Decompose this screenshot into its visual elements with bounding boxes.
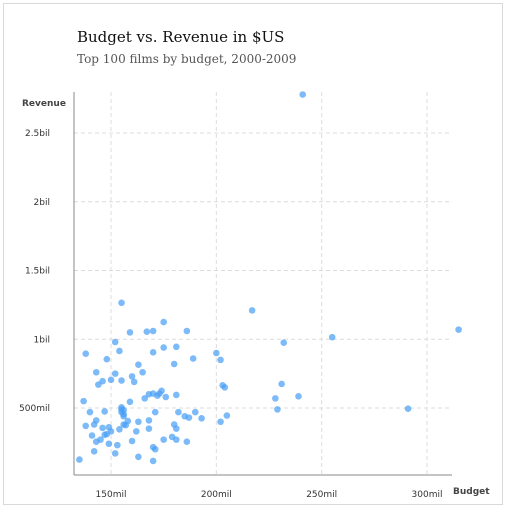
data-point[interactable] bbox=[272, 395, 279, 402]
data-point[interactable] bbox=[101, 431, 108, 439]
data-point[interactable] bbox=[170, 421, 178, 428]
data-point[interactable] bbox=[170, 360, 178, 368]
data-point[interactable] bbox=[143, 328, 151, 335]
data-point[interactable] bbox=[156, 390, 163, 397]
data-point[interactable] bbox=[145, 425, 153, 432]
data-point[interactable] bbox=[118, 377, 125, 384]
data-point[interactable] bbox=[105, 440, 113, 448]
data-point[interactable] bbox=[280, 339, 288, 346]
data-point[interactable] bbox=[223, 412, 231, 419]
data-point[interactable] bbox=[101, 408, 108, 415]
x-axis-label: Budget bbox=[453, 487, 490, 497]
data-point[interactable] bbox=[135, 361, 142, 368]
data-point[interactable] bbox=[189, 355, 197, 362]
grid-lines bbox=[74, 92, 452, 475]
y-axis-label: Revenue bbox=[22, 99, 66, 109]
data-point[interactable] bbox=[126, 398, 134, 406]
data-point[interactable] bbox=[111, 370, 119, 377]
data-point[interactable] bbox=[274, 406, 281, 413]
y-tick-label: 500mil bbox=[19, 404, 50, 414]
data-points bbox=[76, 91, 462, 465]
data-point[interactable] bbox=[128, 373, 136, 380]
data-point[interactable] bbox=[103, 355, 111, 363]
x-tick-label: 300mil bbox=[412, 490, 443, 500]
chart-subtitle: Top 100 films by budget, 2000-2009 bbox=[77, 52, 297, 66]
data-point[interactable] bbox=[111, 450, 119, 457]
data-point[interactable] bbox=[295, 393, 302, 400]
x-tick-label: 150mil bbox=[96, 490, 127, 500]
data-point[interactable] bbox=[130, 378, 138, 386]
data-point[interactable] bbox=[116, 347, 123, 355]
data-point[interactable] bbox=[76, 456, 83, 463]
data-point[interactable] bbox=[128, 437, 136, 445]
data-point[interactable] bbox=[213, 349, 220, 357]
data-point[interactable] bbox=[217, 356, 224, 364]
axes bbox=[73, 92, 452, 476]
data-point[interactable] bbox=[151, 445, 159, 453]
data-point[interactable] bbox=[116, 426, 123, 433]
data-point[interactable] bbox=[90, 421, 98, 428]
data-point[interactable] bbox=[173, 343, 180, 351]
data-point[interactable] bbox=[111, 338, 119, 346]
data-point[interactable] bbox=[181, 412, 189, 420]
data-point[interactable] bbox=[299, 91, 307, 98]
data-point[interactable] bbox=[168, 433, 176, 441]
data-point[interactable] bbox=[107, 376, 115, 384]
data-point[interactable] bbox=[132, 428, 140, 435]
data-point[interactable] bbox=[124, 417, 132, 425]
data-point[interactable] bbox=[92, 368, 100, 376]
data-point[interactable] bbox=[149, 457, 157, 465]
data-point[interactable] bbox=[88, 432, 96, 439]
data-point[interactable] bbox=[404, 405, 412, 412]
data-point[interactable] bbox=[160, 344, 167, 351]
y-tick-label: 1bil bbox=[34, 335, 50, 345]
data-point[interactable] bbox=[145, 417, 153, 424]
data-point[interactable] bbox=[183, 327, 191, 335]
data-point[interactable] bbox=[160, 318, 167, 326]
chart-frame bbox=[3, 3, 503, 505]
data-point[interactable] bbox=[217, 418, 224, 426]
data-point[interactable] bbox=[82, 350, 90, 357]
data-point[interactable] bbox=[328, 333, 336, 341]
data-point[interactable] bbox=[183, 438, 191, 445]
data-point[interactable] bbox=[135, 453, 142, 461]
data-point[interactable] bbox=[248, 307, 256, 314]
data-point[interactable] bbox=[135, 418, 142, 426]
data-point[interactable] bbox=[173, 391, 180, 399]
x-tick-label: 200mil bbox=[201, 490, 232, 500]
data-point[interactable] bbox=[118, 299, 125, 307]
data-point[interactable] bbox=[120, 412, 127, 420]
data-point[interactable] bbox=[114, 441, 121, 449]
data-point[interactable] bbox=[455, 326, 462, 333]
data-point[interactable] bbox=[160, 436, 167, 443]
data-point[interactable] bbox=[198, 415, 205, 422]
data-point[interactable] bbox=[221, 384, 229, 391]
data-point[interactable] bbox=[86, 408, 94, 416]
data-point[interactable] bbox=[149, 327, 157, 335]
data-point[interactable] bbox=[175, 408, 182, 416]
x-tick-label: 250mil bbox=[306, 490, 337, 500]
data-point[interactable] bbox=[191, 408, 199, 416]
data-point[interactable] bbox=[278, 380, 285, 388]
data-point[interactable] bbox=[149, 349, 157, 356]
data-point[interactable] bbox=[141, 395, 149, 402]
data-point[interactable] bbox=[95, 381, 102, 388]
chart-title: Budget vs. Revenue in $US bbox=[77, 28, 285, 46]
data-point[interactable] bbox=[82, 422, 90, 430]
data-point[interactable] bbox=[92, 438, 100, 445]
y-tick-label: 2bil bbox=[34, 198, 50, 208]
data-point[interactable] bbox=[80, 397, 87, 405]
data-point[interactable] bbox=[126, 329, 134, 336]
data-point[interactable] bbox=[151, 408, 159, 416]
y-tick-label: 1.5bil bbox=[25, 267, 50, 277]
data-point[interactable] bbox=[162, 393, 170, 401]
data-point[interactable] bbox=[90, 448, 98, 455]
tick-labels: 500mil 1bil 1.5bil 2bil 2.5bil 150mil 200mil 25… bbox=[19, 129, 442, 500]
y-tick-label: 2.5bil bbox=[25, 129, 50, 139]
data-point[interactable] bbox=[139, 368, 146, 376]
data-point[interactable] bbox=[99, 424, 106, 432]
